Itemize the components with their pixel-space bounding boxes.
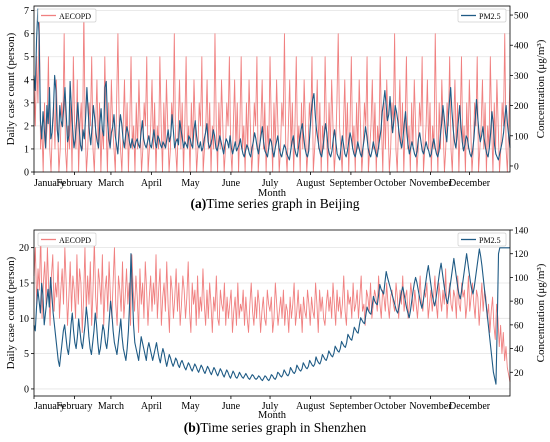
- y-right-title-b: Concentration (μg/m³): [535, 263, 547, 362]
- x-tick-label-a-10: November: [409, 178, 452, 189]
- panel-shenzhen: 0 5 10 15 20 20 40 60 80 100 120 140 JanuaryFebruary…: [5, 227, 547, 422]
- x-tick-label-b-8: September: [330, 401, 373, 412]
- series-line-b-pm25: [33, 247, 510, 385]
- x-tick-label-a-0: January: [34, 178, 65, 189]
- plot-frame-a: [33, 5, 511, 173]
- caption-beijing-title: Time series graph in Beijing: [206, 196, 360, 211]
- y-left-tick-label-a-5: 5: [24, 52, 29, 63]
- x-tick-label-b-3: April: [141, 401, 162, 412]
- y-left-tick-label-a-0: 0: [24, 168, 29, 179]
- series-line-a-pm25: [33, 8, 511, 161]
- x-tick-label-b-10: November: [409, 401, 452, 412]
- x-tick-label-a-6: July: [262, 178, 279, 189]
- y-right-tick-label-a-4: 400: [514, 42, 529, 52]
- y-left-tick-label-a-3: 3: [24, 98, 29, 109]
- legend-label-right-a: PM2.5: [479, 12, 501, 21]
- y-left-tick-label-b-1: 5: [24, 349, 29, 360]
- y-right-tick-label-b-6: 140: [514, 227, 529, 237]
- y-right-tick-label-a-1: 100: [514, 132, 529, 142]
- y-right-tick-label-a-0: 0: [514, 162, 519, 172]
- y-right-tick-label-b-1: 40: [514, 345, 524, 355]
- y-right-tick-label-b-2: 60: [514, 321, 524, 331]
- legend-box-left-b: [37, 232, 97, 247]
- x-tick-label-a-11: December: [449, 178, 491, 189]
- x-tick-label-a-5: June: [222, 178, 241, 189]
- x-tick-label-b-0: January: [34, 401, 65, 412]
- caption-shenzhen-label: (b): [183, 420, 201, 435]
- x-tick-label-a-7: August: [296, 178, 325, 189]
- y-right-tick-label-b-3: 80: [514, 298, 524, 308]
- caption-beijing-label: (a): [190, 196, 207, 211]
- x-tick-label-b-5: June: [222, 401, 241, 412]
- legend-box-left-a: [37, 8, 97, 23]
- legend-box-right-a: [457, 8, 507, 23]
- x-axis-title-a: Month: [258, 188, 287, 199]
- y-left-title-a: Daily case count (person): [5, 32, 17, 145]
- x-tick-label-a-3: April: [141, 178, 162, 189]
- series-line-b-aecopd: [33, 233, 511, 382]
- x-tick-label-a-8: September: [330, 178, 373, 189]
- y-right-tick-label-a-5: 500: [514, 12, 529, 22]
- y-left-tick-label-a-6: 6: [24, 29, 29, 40]
- y-right-tick-label-a-3: 300: [514, 72, 529, 82]
- y-left-tick-label-b-2: 10: [19, 314, 29, 325]
- x-tick-label-b-2: March: [98, 401, 124, 412]
- x-tick-label-b-1: February: [56, 401, 92, 412]
- x-tick-label-a-4: May: [181, 178, 199, 189]
- x-tick-label-b-4: May: [181, 401, 199, 412]
- y-left-tick-label-b-0: 0: [24, 384, 29, 395]
- x-tick-label-b-6: July: [262, 401, 279, 412]
- legend-label-left-a: AECOPD: [59, 12, 91, 21]
- y-right-tick-label-b-4: 100: [514, 274, 529, 284]
- legend-box-right-b: [457, 232, 507, 247]
- caption-shenzhen: (b)Time series graph in Shenzhen: [0, 420, 550, 436]
- plot-frame-b: [33, 229, 511, 397]
- y-right-tick-label-a-2: 200: [514, 102, 529, 112]
- caption-shenzhen-title: Time series graph in Shenzhen: [200, 420, 367, 435]
- x-tick-label-b-11: December: [449, 401, 491, 412]
- legend-label-right-b: PM2.5: [479, 236, 501, 245]
- y-left-tick-label-a-7: 7: [24, 6, 29, 17]
- x-tick-label-a-9: October: [374, 178, 407, 189]
- x-tick-label-b-7: August: [296, 401, 325, 412]
- x-tick-label-a-2: March: [98, 178, 124, 189]
- y-right-tick-label-b-0: 20: [514, 369, 524, 379]
- y-left-tick-label-a-4: 4: [24, 75, 29, 86]
- y-left-tick-label-a-1: 1: [24, 144, 29, 155]
- y-left-tick-label-b-3: 15: [19, 278, 29, 289]
- y-left-title-b: Daily case count (person): [5, 256, 17, 369]
- x-tick-label-b-9: October: [374, 401, 407, 412]
- x-tick-label-a-1: February: [56, 178, 92, 189]
- legend-label-left-b: AECOPD: [59, 236, 91, 245]
- y-right-title-a: Concentration (μg/m³): [535, 39, 547, 138]
- y-right-tick-label-b-5: 120: [514, 250, 529, 260]
- y-left-tick-label-a-2: 2: [24, 121, 29, 132]
- y-left-tick-label-b-4: 20: [19, 243, 29, 254]
- x-axis-title-b: Month: [258, 410, 287, 421]
- caption-beijing: (a)Time series graph in Beijing: [0, 196, 550, 212]
